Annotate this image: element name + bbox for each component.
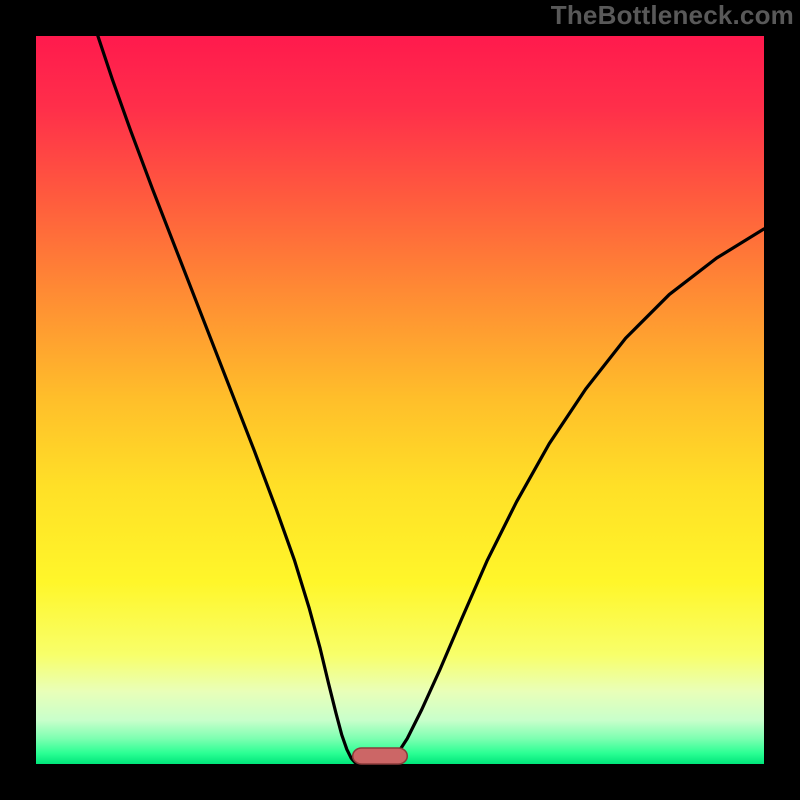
bottleneck-chart-canvas: TheBottleneck.com [0, 0, 800, 800]
optimal-range-marker [353, 748, 408, 764]
watermark-text: TheBottleneck.com [551, 0, 794, 31]
chart-svg [0, 0, 800, 800]
gradient-background [36, 36, 764, 764]
